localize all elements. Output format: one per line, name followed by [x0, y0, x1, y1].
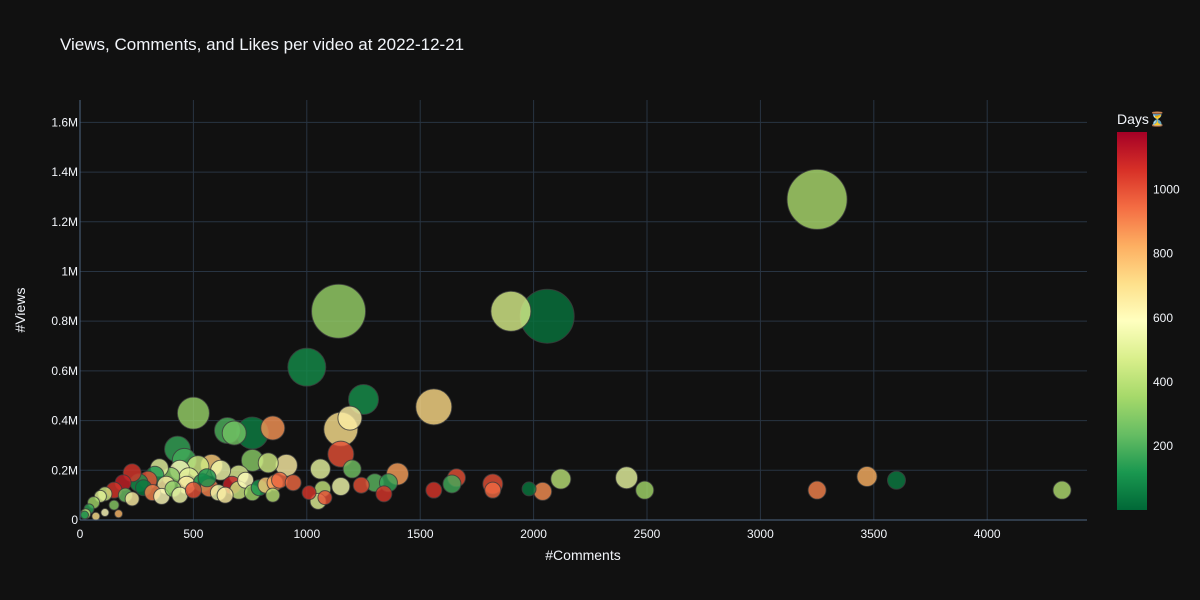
- data-point: [265, 487, 281, 503]
- colorbar-gradient: [1117, 132, 1147, 510]
- data-point: [425, 481, 443, 499]
- y-tick-label: 0.2M: [51, 463, 78, 477]
- colorbar: 200 400 600 800 1000: [1117, 132, 1180, 510]
- data-point: [317, 490, 333, 506]
- data-point: [309, 458, 331, 480]
- y-tick-label: 0.6M: [51, 364, 78, 378]
- data-point: [635, 480, 655, 500]
- plot-area: [80, 100, 1087, 520]
- data-point: [807, 480, 827, 500]
- y-tick-label: 0.8M: [51, 314, 78, 328]
- data-point: [100, 508, 110, 518]
- x-tick-label: 3000: [747, 527, 774, 541]
- data-point: [886, 470, 906, 490]
- x-axis-label: #Comments: [545, 547, 620, 563]
- chart-title: Views, Comments, and Likes per video at …: [60, 35, 464, 54]
- data-point: [221, 420, 247, 446]
- data-point: [375, 485, 393, 503]
- colorbar-tick-label: 200: [1153, 439, 1173, 453]
- plot-background: [80, 100, 1087, 520]
- data-point: [216, 486, 234, 504]
- y-tick-label: 1.4M: [51, 165, 78, 179]
- data-point: [287, 347, 327, 387]
- data-point: [124, 491, 140, 507]
- x-tick-label: 1000: [293, 527, 320, 541]
- data-point: [550, 468, 572, 490]
- data-point: [337, 405, 363, 431]
- y-tick-label: 1.2M: [51, 215, 78, 229]
- data-point: [327, 440, 355, 468]
- x-tick-label: 2000: [520, 527, 547, 541]
- x-tick-label: 0: [77, 527, 84, 541]
- data-point: [260, 415, 286, 441]
- x-tick-label: 4000: [974, 527, 1001, 541]
- data-point: [348, 383, 380, 415]
- data-point: [533, 481, 553, 501]
- y-tick-label: 0.4M: [51, 414, 78, 428]
- colorbar-tick-label: 800: [1153, 247, 1173, 261]
- data-point: [284, 474, 302, 492]
- data-point: [301, 485, 317, 501]
- y-tick-label: 1.6M: [51, 115, 78, 129]
- data-point: [257, 452, 279, 474]
- data-point: [352, 476, 370, 494]
- data-point: [184, 481, 202, 499]
- data-point: [415, 388, 453, 426]
- x-tick-label: 1500: [407, 527, 434, 541]
- data-point: [615, 466, 639, 490]
- data-point: [197, 468, 217, 488]
- data-point: [1052, 480, 1072, 500]
- x-tick-label: 500: [183, 527, 203, 541]
- data-point: [786, 168, 848, 230]
- data-points: [80, 168, 1072, 521]
- y-tick-label: 0: [71, 513, 78, 527]
- data-point: [484, 481, 502, 499]
- data-point: [442, 474, 462, 494]
- data-point: [80, 510, 90, 520]
- data-point: [108, 499, 120, 511]
- x-tick-label: 2500: [634, 527, 661, 541]
- data-point: [311, 283, 367, 339]
- x-tick-label: 3500: [860, 527, 887, 541]
- data-point: [331, 476, 351, 496]
- y-axis-label: #Views: [12, 288, 28, 333]
- colorbar-tick-label: 400: [1153, 375, 1173, 389]
- colorbar-tick-label: 1000: [1153, 183, 1180, 197]
- axes: 0 500 1000 1500 2000 2500 3000 3500 4000 0 0.2M 0.4…: [51, 100, 1087, 541]
- y-tick-label: 1M: [61, 264, 78, 278]
- data-point: [114, 509, 124, 519]
- data-point: [176, 396, 210, 430]
- data-point: [490, 290, 532, 332]
- data-point: [856, 466, 878, 488]
- data-point: [521, 481, 537, 497]
- colorbar-title: Days⏳: [1117, 111, 1166, 128]
- colorbar-tick-label: 600: [1153, 311, 1173, 325]
- data-point: [342, 459, 362, 479]
- data-point: [91, 511, 101, 521]
